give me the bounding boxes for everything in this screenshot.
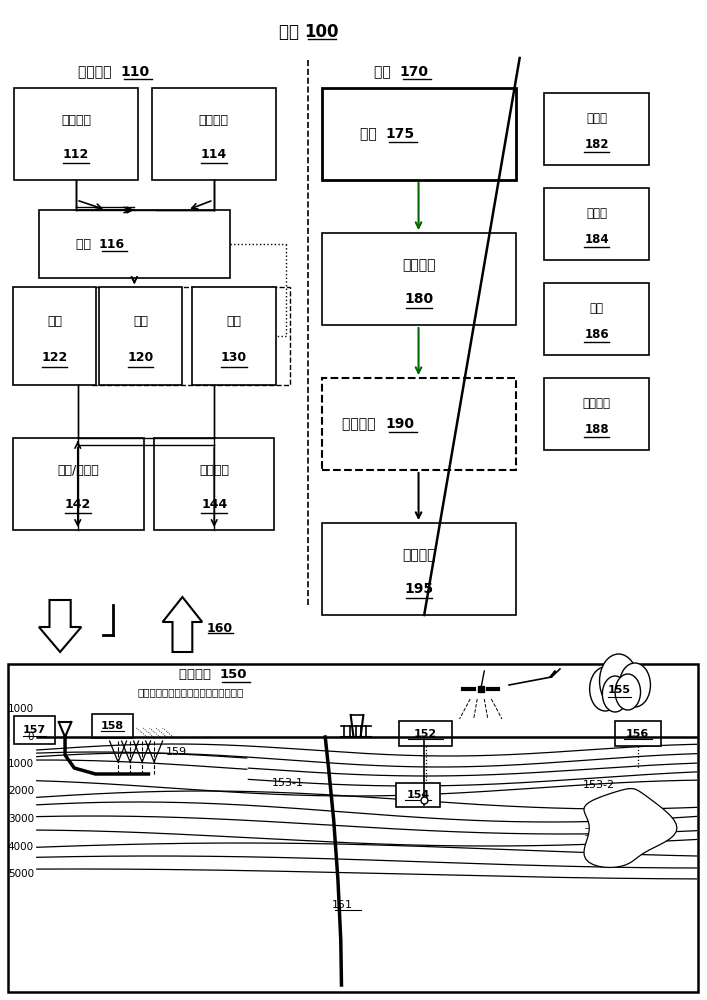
Text: 195: 195 <box>404 582 433 596</box>
FancyBboxPatch shape <box>396 783 440 807</box>
Text: 5000: 5000 <box>8 869 34 879</box>
FancyArrow shape <box>163 597 202 652</box>
Polygon shape <box>584 789 677 867</box>
FancyBboxPatch shape <box>322 233 516 325</box>
FancyBboxPatch shape <box>322 523 516 615</box>
Text: 175: 175 <box>385 127 414 141</box>
Text: 模块: 模块 <box>360 127 385 141</box>
Circle shape <box>578 766 666 890</box>
Text: 110: 110 <box>120 65 149 79</box>
Text: 188: 188 <box>585 423 609 436</box>
FancyBboxPatch shape <box>8 664 698 992</box>
Text: 模拟: 模拟 <box>133 315 148 328</box>
FancyBboxPatch shape <box>39 210 230 278</box>
Text: 用户界面: 用户界面 <box>583 397 611 410</box>
FancyBboxPatch shape <box>544 283 649 355</box>
Text: 地质环境: 地质环境 <box>179 668 219 682</box>
Text: 1000: 1000 <box>8 704 34 714</box>
Text: 151: 151 <box>332 900 354 910</box>
Circle shape <box>615 674 641 710</box>
FancyBboxPatch shape <box>99 287 182 385</box>
Text: 处理: 处理 <box>76 237 99 250</box>
Text: 158: 158 <box>101 721 124 731</box>
FancyBboxPatch shape <box>152 88 276 180</box>
Text: 系统: 系统 <box>279 23 304 41</box>
Text: 130: 130 <box>221 351 247 364</box>
Text: 180: 180 <box>404 292 433 306</box>
FancyArrow shape <box>39 600 81 652</box>
Text: 153-1: 153-1 <box>272 778 304 788</box>
Text: 其他流程: 其他流程 <box>199 464 229 477</box>
Text: 地震数据: 地震数据 <box>61 114 91 127</box>
FancyBboxPatch shape <box>92 714 133 738</box>
FancyBboxPatch shape <box>544 378 649 450</box>
FancyBboxPatch shape <box>192 287 276 385</box>
Circle shape <box>619 663 650 707</box>
FancyBboxPatch shape <box>14 716 55 744</box>
Text: 144: 144 <box>201 498 228 511</box>
Text: 实体: 实体 <box>47 315 62 328</box>
Text: 170: 170 <box>399 65 428 79</box>
FancyBboxPatch shape <box>615 721 661 746</box>
FancyBboxPatch shape <box>544 93 649 165</box>
FancyBboxPatch shape <box>399 721 452 746</box>
FancyBboxPatch shape <box>322 88 516 180</box>
Text: 域对象: 域对象 <box>586 112 607 125</box>
FancyBboxPatch shape <box>544 188 649 260</box>
Text: 112: 112 <box>63 148 89 161</box>
Text: 其他信息: 其他信息 <box>199 114 229 127</box>
Text: 数据源: 数据源 <box>586 207 607 220</box>
Text: 0: 0 <box>28 732 34 742</box>
Circle shape <box>578 766 666 890</box>
Text: 模型模拟: 模型模拟 <box>402 258 436 272</box>
Text: 153-2: 153-2 <box>583 780 615 790</box>
FancyBboxPatch shape <box>322 378 516 470</box>
Text: 182: 182 <box>585 138 609 151</box>
Text: 122: 122 <box>41 351 68 364</box>
Text: 190: 190 <box>385 417 414 431</box>
Text: 4000: 4000 <box>8 842 34 852</box>
Text: 154: 154 <box>407 790 429 800</box>
FancyBboxPatch shape <box>13 287 96 385</box>
Text: 3000: 3000 <box>8 814 34 824</box>
Text: 184: 184 <box>585 233 609 246</box>
Text: 分析/可视化: 分析/可视化 <box>57 464 99 477</box>
Text: 156: 156 <box>626 729 649 739</box>
Text: 属性: 属性 <box>226 315 242 328</box>
Text: 2000: 2000 <box>8 786 34 796</box>
Text: 150: 150 <box>219 668 247 682</box>
Text: 120: 120 <box>127 351 154 364</box>
Text: 114: 114 <box>201 148 227 161</box>
FancyBboxPatch shape <box>154 438 274 530</box>
Circle shape <box>602 676 628 712</box>
Text: （例如，感测、钻井、注入、提取等）: （例如，感测、钻井、注入、提取等） <box>138 687 244 697</box>
Circle shape <box>578 766 666 890</box>
Text: 框架服务: 框架服务 <box>342 417 385 431</box>
Circle shape <box>600 654 638 708</box>
Text: 渲染: 渲染 <box>590 302 604 315</box>
Text: 116: 116 <box>99 237 125 250</box>
Text: 159: 159 <box>166 747 187 757</box>
FancyBboxPatch shape <box>14 88 138 180</box>
Text: 155: 155 <box>608 685 631 695</box>
Text: 142: 142 <box>65 498 91 511</box>
Text: 157: 157 <box>23 725 46 735</box>
Text: 186: 186 <box>585 328 609 341</box>
FancyBboxPatch shape <box>13 438 144 530</box>
Text: 152: 152 <box>414 729 437 739</box>
FancyBboxPatch shape <box>92 287 290 385</box>
Circle shape <box>578 766 666 890</box>
Text: 框架核心: 框架核心 <box>402 548 436 562</box>
Text: 160: 160 <box>206 621 233 635</box>
Text: 100: 100 <box>304 23 339 41</box>
Text: 框架: 框架 <box>374 65 399 79</box>
Circle shape <box>590 667 621 711</box>
Text: 1000: 1000 <box>8 759 34 769</box>
Text: 管理部件: 管理部件 <box>78 65 120 79</box>
